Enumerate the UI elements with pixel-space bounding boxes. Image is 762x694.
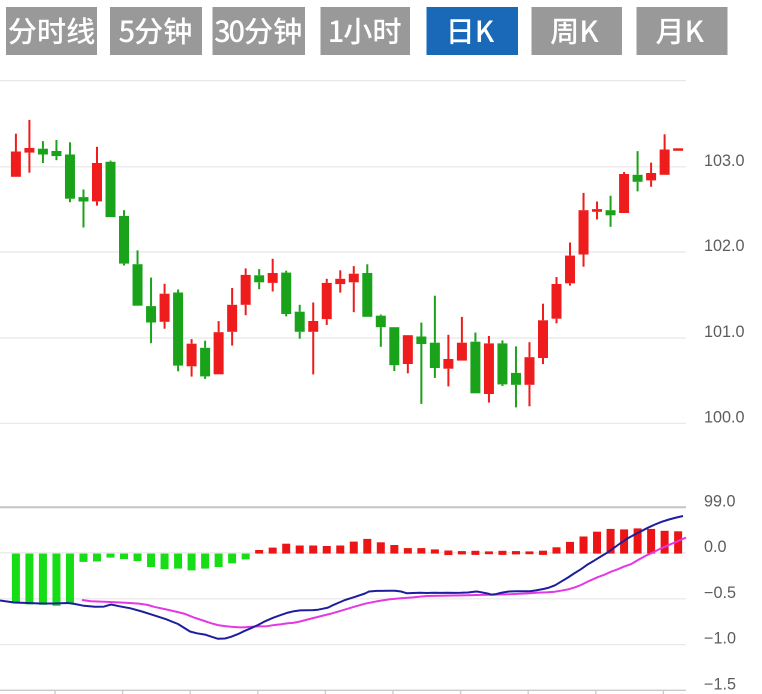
svg-text:102.0: 102.0 (704, 237, 745, 255)
svg-text:101.0: 101.0 (704, 323, 745, 341)
svg-text:−0.5: −0.5 (704, 584, 736, 602)
svg-text:100.0: 100.0 (704, 408, 745, 426)
svg-text:103.0: 103.0 (704, 152, 745, 170)
svg-text:−1.5: −1.5 (704, 675, 736, 693)
svg-text:99.0: 99.0 (704, 492, 736, 510)
svg-text:0.0: 0.0 (704, 538, 727, 556)
svg-text:−1.0: −1.0 (704, 630, 736, 648)
